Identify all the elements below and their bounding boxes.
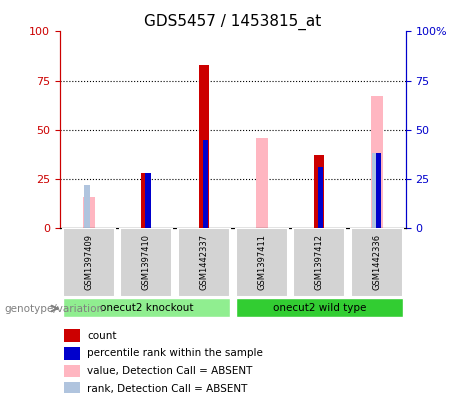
Title: GDS5457 / 1453815_at: GDS5457 / 1453815_at [144, 14, 321, 30]
Text: onecut2 wild type: onecut2 wild type [272, 303, 366, 312]
Bar [146, 173, 150, 228]
Text: onecut2 knockout: onecut2 knockout [100, 303, 193, 312]
Text: rank, Detection Call = ABSENT: rank, Detection Call = ABSENT [88, 384, 248, 393]
Bar [371, 96, 383, 228]
Bar [314, 155, 324, 228]
FancyBboxPatch shape [351, 228, 403, 297]
Text: percentile rank within the sample: percentile rank within the sample [88, 348, 263, 358]
Bar [319, 167, 323, 228]
Text: GSM1442336: GSM1442336 [372, 234, 381, 290]
Bar [376, 153, 381, 228]
FancyBboxPatch shape [120, 228, 172, 297]
FancyBboxPatch shape [63, 298, 230, 317]
Text: genotype/variation: genotype/variation [5, 303, 104, 314]
Text: GSM1397410: GSM1397410 [142, 234, 151, 290]
Text: GSM1397409: GSM1397409 [84, 234, 93, 290]
Bar [64, 329, 79, 342]
Bar [142, 173, 151, 228]
Text: value, Detection Call = ABSENT: value, Detection Call = ABSENT [88, 366, 253, 376]
Text: GSM1442337: GSM1442337 [200, 234, 208, 290]
Text: GSM1397412: GSM1397412 [315, 234, 324, 290]
Text: GSM1397411: GSM1397411 [257, 234, 266, 290]
Bar [199, 65, 209, 228]
Bar [203, 140, 208, 228]
Bar [64, 347, 79, 360]
Bar [64, 382, 79, 393]
FancyBboxPatch shape [236, 298, 403, 317]
Bar [255, 138, 268, 228]
FancyBboxPatch shape [178, 228, 230, 297]
Bar [372, 153, 378, 228]
Bar [64, 365, 79, 377]
Text: count: count [88, 331, 117, 341]
Bar [83, 196, 95, 228]
Bar [84, 185, 90, 228]
FancyBboxPatch shape [293, 228, 345, 297]
FancyBboxPatch shape [63, 228, 115, 297]
FancyBboxPatch shape [236, 228, 288, 297]
